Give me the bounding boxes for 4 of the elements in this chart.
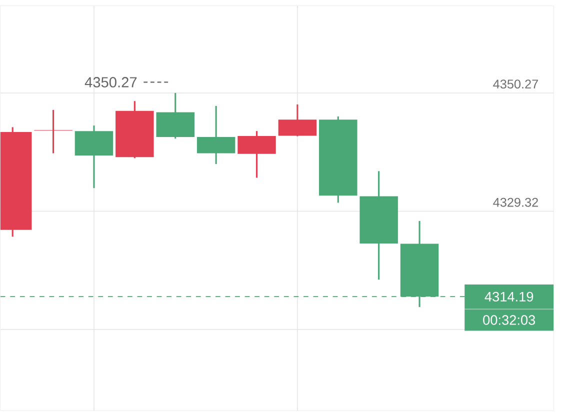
annotation: 4350.27 <box>84 76 137 88</box>
text: 00:32:03 <box>483 315 536 325</box>
ref-line-label: 4314.19 <box>484 292 534 302</box>
y-tick-label: 4329.32 <box>493 198 538 207</box>
